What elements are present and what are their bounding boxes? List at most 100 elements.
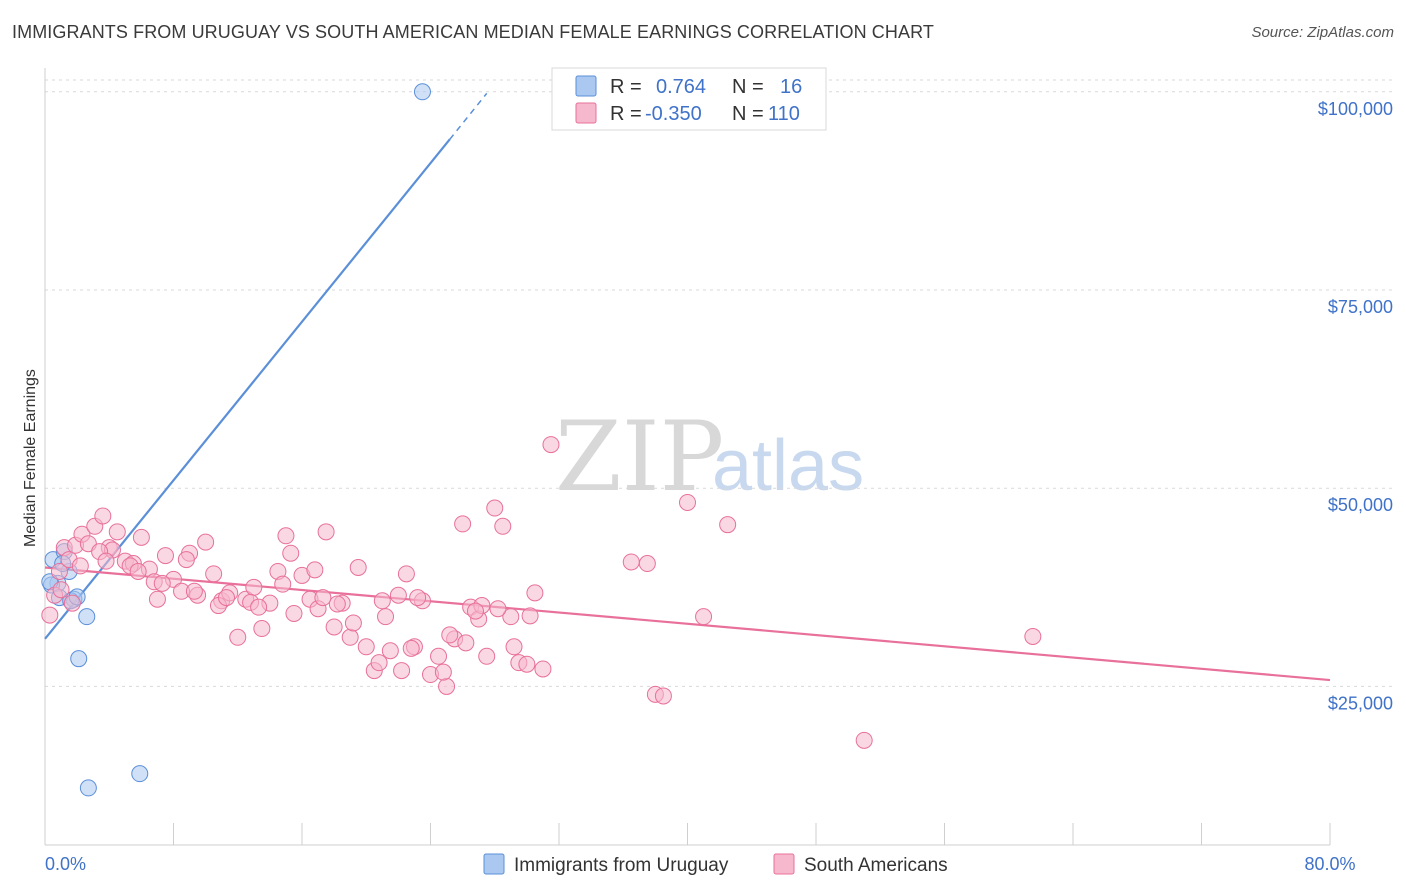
point-south-americans bbox=[285, 604, 303, 622]
point-south-americans bbox=[457, 634, 475, 652]
axes: $25,000 $50,000 $75,000 $100,000 0.0% 80.0% bbox=[44, 68, 1393, 874]
point-south-americans bbox=[71, 557, 89, 575]
point-south-americans bbox=[349, 559, 367, 576]
trend-line-south-americans bbox=[44, 566, 1331, 682]
point-south-americans bbox=[370, 654, 388, 672]
legend-n-label-south-americans: N = bbox=[732, 103, 764, 125]
point-south-americans bbox=[521, 607, 539, 625]
series-legend: Immigrants from Uruguay South Americans bbox=[483, 853, 948, 876]
bottom-legend-swatch-uruguay bbox=[483, 853, 505, 875]
point-south-americans bbox=[719, 516, 737, 534]
chart-title: IMMIGRANTS FROM URUGUAY VS SOUTH AMERICA… bbox=[12, 22, 934, 42]
point-south-americans bbox=[148, 590, 166, 608]
point-south-americans bbox=[654, 687, 672, 705]
point-south-americans bbox=[526, 584, 544, 602]
y-tick-label: $25,000 bbox=[1328, 693, 1393, 713]
point-south-americans bbox=[52, 581, 70, 599]
point-south-americans bbox=[94, 507, 112, 525]
point-south-americans bbox=[344, 614, 362, 632]
watermark-atlas: atlas bbox=[712, 426, 864, 506]
point-south-americans bbox=[389, 586, 407, 604]
x-tick-label: 80.0% bbox=[1304, 854, 1355, 874]
point-south-americans bbox=[434, 663, 452, 681]
point-south-americans bbox=[63, 594, 81, 612]
point-south-americans bbox=[325, 618, 343, 636]
point-south-americans bbox=[518, 655, 536, 673]
bottom-legend-label-south-americans: South Americans bbox=[804, 855, 948, 876]
point-south-americans bbox=[177, 551, 195, 569]
point-south-americans bbox=[373, 592, 391, 610]
point-south-americans bbox=[381, 642, 399, 660]
legend-swatch-south-americans bbox=[575, 102, 597, 124]
legend-r-value-south-americans: -0.350 bbox=[645, 103, 702, 125]
legend-r-label-south-americans: R = bbox=[610, 103, 642, 125]
point-south-americans bbox=[502, 608, 520, 626]
point-south-americans bbox=[409, 589, 427, 607]
point-south-americans bbox=[638, 555, 656, 573]
point-uruguay bbox=[78, 608, 96, 626]
point-south-americans bbox=[274, 575, 292, 593]
point-south-americans bbox=[129, 562, 147, 580]
point-south-americans bbox=[153, 574, 171, 592]
y-tick-label: $50,000 bbox=[1328, 495, 1393, 515]
point-south-americans bbox=[97, 552, 115, 570]
point-south-americans bbox=[282, 544, 300, 562]
point-south-americans bbox=[156, 547, 174, 565]
correlation-legend: R = 0.764 N = 16 R = -0.350 N = 110 bbox=[551, 67, 827, 131]
point-south-americans bbox=[505, 638, 523, 656]
trend-line-uruguay-extension bbox=[449, 92, 488, 140]
bottom-legend-swatch-south-americans bbox=[773, 853, 795, 875]
data-points bbox=[41, 83, 1042, 797]
point-south-americans bbox=[357, 638, 375, 656]
point-south-americans bbox=[1024, 627, 1042, 645]
point-south-americans bbox=[245, 578, 263, 596]
y-tick-label: $75,000 bbox=[1328, 297, 1393, 317]
y-tick-label: $100,000 bbox=[1318, 99, 1393, 119]
point-south-americans bbox=[253, 620, 271, 638]
legend-n-value-uruguay: 16 bbox=[780, 76, 802, 98]
point-uruguay bbox=[131, 765, 149, 783]
point-south-americans bbox=[430, 647, 448, 665]
point-south-americans bbox=[478, 647, 496, 665]
point-south-americans bbox=[229, 628, 247, 646]
point-south-americans bbox=[534, 660, 552, 678]
point-south-americans bbox=[454, 515, 472, 533]
point-south-americans bbox=[679, 493, 696, 511]
point-south-americans bbox=[397, 565, 415, 583]
point-south-americans bbox=[50, 562, 68, 580]
point-south-americans bbox=[393, 662, 411, 680]
point-south-americans bbox=[205, 565, 223, 583]
point-south-americans bbox=[466, 602, 484, 620]
point-south-americans bbox=[377, 608, 395, 626]
point-uruguay bbox=[413, 83, 431, 101]
point-south-americans bbox=[250, 598, 268, 616]
y-axis-label: Median Female Earnings bbox=[22, 369, 39, 547]
point-south-americans bbox=[489, 600, 507, 618]
point-south-americans bbox=[695, 608, 713, 626]
legend-swatch-uruguay bbox=[575, 75, 597, 97]
legend-r-label-uruguay: R = bbox=[610, 76, 642, 98]
point-south-americans bbox=[622, 553, 640, 571]
legend-n-value-south-americans: 110 bbox=[768, 103, 800, 125]
point-south-americans bbox=[218, 589, 236, 607]
point-south-americans bbox=[41, 606, 59, 624]
point-south-americans bbox=[314, 589, 332, 607]
point-south-americans bbox=[108, 523, 126, 541]
point-south-americans bbox=[197, 533, 215, 551]
point-south-americans bbox=[306, 561, 324, 579]
point-uruguay bbox=[79, 779, 97, 797]
point-south-americans bbox=[132, 528, 150, 546]
point-uruguay bbox=[70, 650, 88, 668]
point-south-americans bbox=[486, 499, 504, 517]
legend-box bbox=[551, 67, 827, 131]
point-south-americans bbox=[438, 677, 456, 695]
legend-n-label-uruguay: N = bbox=[732, 76, 764, 98]
point-south-americans bbox=[277, 527, 295, 545]
point-south-americans bbox=[317, 523, 335, 541]
point-south-americans bbox=[328, 595, 346, 613]
point-south-americans bbox=[494, 517, 512, 535]
legend-r-value-uruguay: 0.764 bbox=[656, 76, 706, 98]
source-credit: Source: ZipAtlas.com bbox=[1251, 24, 1394, 41]
point-south-americans bbox=[855, 731, 873, 749]
